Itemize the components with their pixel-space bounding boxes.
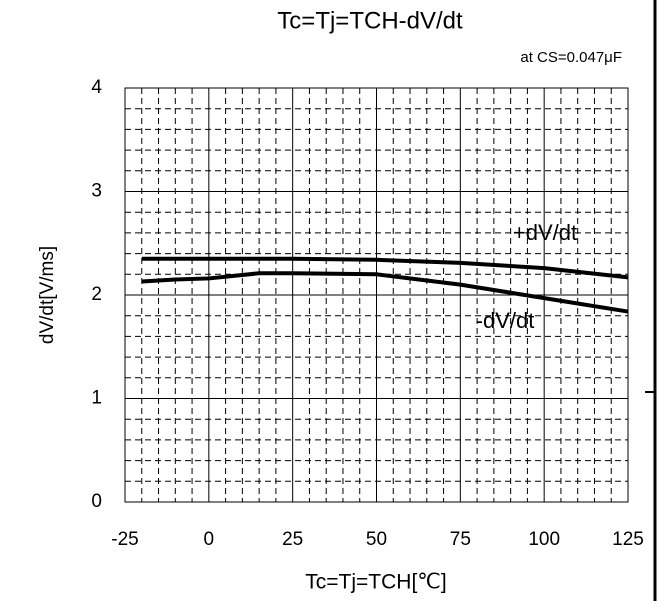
x-tick-label: 50 (366, 529, 387, 550)
x-tick-label: 25 (282, 529, 303, 550)
x-tick-label: 125 (612, 529, 644, 550)
series-label: -dV/dt (476, 308, 535, 333)
plot-frame (124, 87, 629, 503)
series-line (141, 271, 629, 314)
y-axis-label: dV/dt[V/ms] (37, 246, 58, 344)
y-tick-label: 0 (91, 491, 102, 512)
x-tick-label: 0 (204, 529, 215, 550)
x-tick-label: -25 (111, 529, 138, 550)
chart-subtitle: at CS=0.047μF (520, 49, 622, 66)
y-tick-label: 3 (91, 181, 102, 202)
series-label: +dV/dt (513, 220, 577, 245)
y-tick-label: 4 (91, 77, 102, 98)
x-tick-label: 75 (450, 529, 471, 550)
x-axis-label: Tc=Tj=TCH[℃] (305, 571, 446, 594)
x-tick-label: 100 (528, 529, 560, 550)
chart-title: Tc=Tj=TCH-dV/dt (277, 7, 463, 34)
y-tick-label: 1 (91, 388, 102, 409)
y-tick-label: 2 (91, 284, 102, 305)
series-line (141, 256, 629, 280)
